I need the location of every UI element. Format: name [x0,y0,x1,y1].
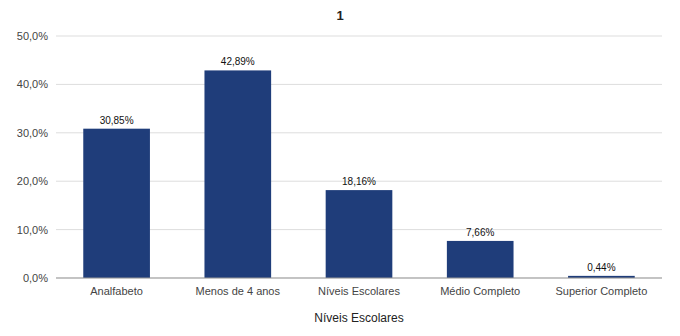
y-tick-label: 50,0% [17,30,48,42]
y-tick-label: 20,0% [17,175,48,187]
x-axis-label: Níveis Escolares [314,311,403,325]
x-tick-label: Menos de 4 anos [196,285,281,297]
bar [447,241,514,278]
data-label: 7,66% [466,227,494,238]
y-tick-label: 40,0% [17,78,48,90]
title: 1 [336,8,343,23]
y-tick-label: 30,0% [17,127,48,139]
data-label: 0,44% [587,262,615,273]
x-tick-label: Níveis Escolares [318,285,400,297]
data-label: 42,89% [221,56,255,67]
bar [204,70,271,278]
data-label: 18,16% [342,176,376,187]
y-tick-label: 0,0% [23,272,48,284]
bars [83,70,634,278]
x-tick-label: Superior Completo [556,285,648,297]
grid [56,36,662,278]
bar [83,129,150,278]
page: {"chart_data": {"type": "bar", "title": … [0,0,680,336]
chart: 10,0%10,0%20,0%30,0%40,0%50,0%30,85%42,8… [0,0,680,336]
x-axis-line [56,278,662,279]
y-tick-label: 10,0% [17,224,48,236]
bar [326,190,393,278]
grid-line [56,278,662,279]
grid-line [56,84,662,85]
grid-line [56,36,662,37]
data-label: 30,85% [100,115,134,126]
x-tick-label: Analfabeto [90,285,143,297]
x-tick-label: Médio Completo [440,285,520,297]
